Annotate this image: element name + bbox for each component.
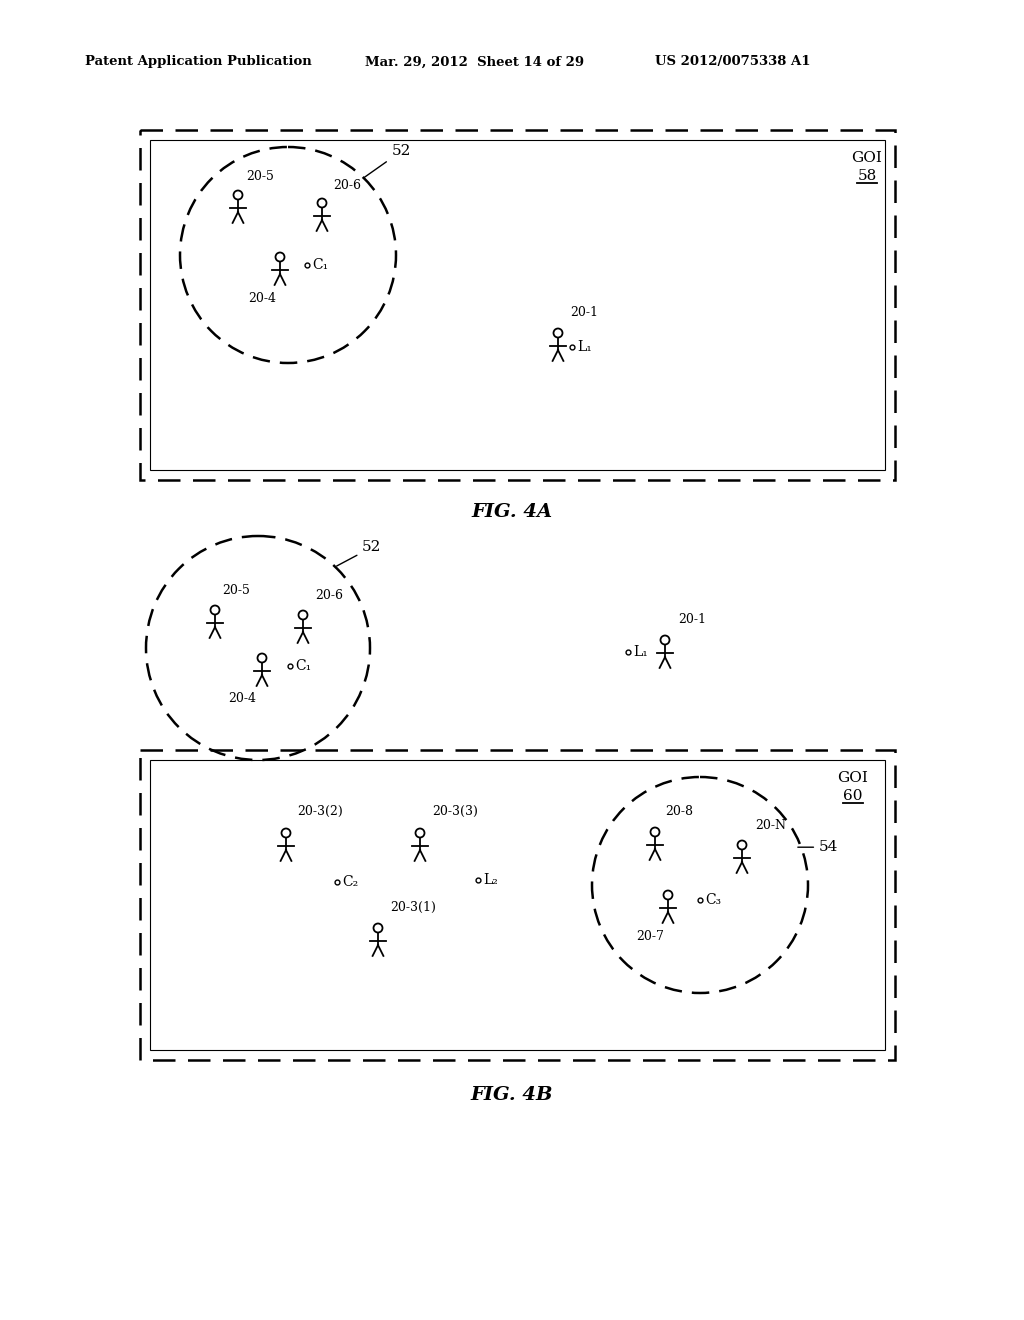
Text: FIG. 4B: FIG. 4B [471,1086,553,1104]
Text: C₁: C₁ [312,257,328,272]
Text: 20-1: 20-1 [678,612,706,626]
Text: 20-3(3): 20-3(3) [432,805,478,818]
Text: 20-1: 20-1 [570,306,598,319]
Text: 20-5: 20-5 [222,583,250,597]
Bar [150,140,885,470]
Bar [150,760,885,1049]
Text: US 2012/0075338 A1: US 2012/0075338 A1 [655,55,811,69]
Text: 58: 58 [857,169,877,183]
Text: GOI: GOI [838,771,868,785]
Text: L₁: L₁ [633,645,648,659]
Text: 54: 54 [798,841,839,854]
Bar [140,129,895,480]
Text: 20-6: 20-6 [333,180,361,191]
Text: 20-N: 20-N [755,818,786,832]
Text: 52: 52 [337,540,382,566]
Text: FIG. 4A: FIG. 4A [471,503,553,521]
Text: 20-8: 20-8 [665,805,693,818]
Text: 60: 60 [843,789,863,803]
Text: 20-6: 20-6 [315,589,343,602]
Text: GOI: GOI [852,150,883,165]
Text: 52: 52 [364,144,411,178]
Text: 20-3(2): 20-3(2) [297,805,343,818]
Bar [140,750,895,1060]
Text: 20-3(1): 20-3(1) [390,902,436,913]
Text: 20-4: 20-4 [248,292,276,305]
Text: 20-4: 20-4 [228,692,256,705]
Text: Mar. 29, 2012  Sheet 14 of 29: Mar. 29, 2012 Sheet 14 of 29 [365,55,584,69]
Text: C₁: C₁ [295,659,311,673]
Text: L₂: L₂ [483,873,498,887]
Text: C₃: C₃ [705,894,721,907]
Text: C₂: C₂ [342,875,358,888]
Text: L₁: L₁ [577,341,592,354]
Text: Patent Application Publication: Patent Application Publication [85,55,311,69]
Text: 20-7: 20-7 [636,931,664,942]
Text: 20-5: 20-5 [246,170,273,183]
